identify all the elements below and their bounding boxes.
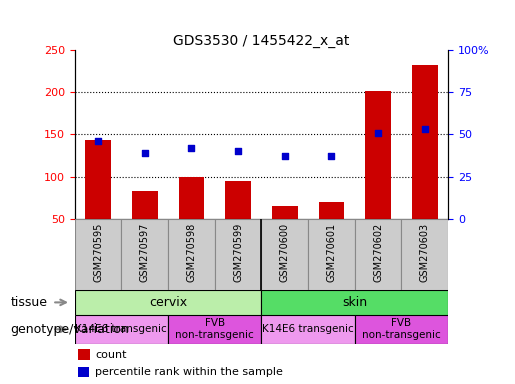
Bar xyxy=(78,367,89,377)
Bar xyxy=(85,140,111,219)
Text: count: count xyxy=(95,349,127,359)
FancyBboxPatch shape xyxy=(168,315,261,344)
Bar xyxy=(78,349,90,360)
Text: GSM270600: GSM270600 xyxy=(280,222,290,281)
FancyBboxPatch shape xyxy=(122,219,168,290)
FancyBboxPatch shape xyxy=(75,219,122,290)
Text: cervix: cervix xyxy=(149,296,187,309)
FancyBboxPatch shape xyxy=(75,315,168,344)
FancyBboxPatch shape xyxy=(168,219,215,290)
FancyBboxPatch shape xyxy=(215,219,261,290)
Bar xyxy=(179,177,204,219)
Text: FVB
non-transgenic: FVB non-transgenic xyxy=(175,318,254,340)
Text: K14E6 transgenic: K14E6 transgenic xyxy=(76,324,167,334)
Bar xyxy=(132,191,158,219)
Bar xyxy=(319,202,344,219)
FancyBboxPatch shape xyxy=(308,219,355,290)
Point xyxy=(281,153,289,159)
Point xyxy=(374,130,382,136)
FancyBboxPatch shape xyxy=(355,219,401,290)
Point xyxy=(94,138,102,144)
Point xyxy=(421,126,429,132)
Point xyxy=(234,148,242,154)
Bar xyxy=(225,181,251,219)
Text: GSM270595: GSM270595 xyxy=(93,222,103,282)
Point xyxy=(187,145,196,151)
Bar xyxy=(412,65,438,219)
FancyBboxPatch shape xyxy=(401,219,448,290)
Text: GSM270601: GSM270601 xyxy=(327,222,336,281)
FancyBboxPatch shape xyxy=(75,290,261,315)
Text: GSM270598: GSM270598 xyxy=(186,222,196,282)
FancyBboxPatch shape xyxy=(355,315,448,344)
FancyBboxPatch shape xyxy=(261,315,355,344)
Bar xyxy=(272,206,298,219)
Text: tissue: tissue xyxy=(10,296,47,309)
Text: K14E6 transgenic: K14E6 transgenic xyxy=(262,324,354,334)
Text: GSM270602: GSM270602 xyxy=(373,222,383,282)
Point xyxy=(327,153,335,159)
FancyBboxPatch shape xyxy=(261,219,308,290)
Text: percentile rank within the sample: percentile rank within the sample xyxy=(95,367,283,377)
Title: GDS3530 / 1455422_x_at: GDS3530 / 1455422_x_at xyxy=(173,33,350,48)
Text: FVB
non-transgenic: FVB non-transgenic xyxy=(362,318,441,340)
Text: GSM270603: GSM270603 xyxy=(420,222,430,281)
Point xyxy=(141,150,149,156)
Text: skin: skin xyxy=(342,296,367,309)
Text: genotype/variation: genotype/variation xyxy=(10,323,129,336)
Bar xyxy=(365,91,391,219)
FancyBboxPatch shape xyxy=(261,290,448,315)
Text: GSM270597: GSM270597 xyxy=(140,222,150,282)
Text: GSM270599: GSM270599 xyxy=(233,222,243,282)
